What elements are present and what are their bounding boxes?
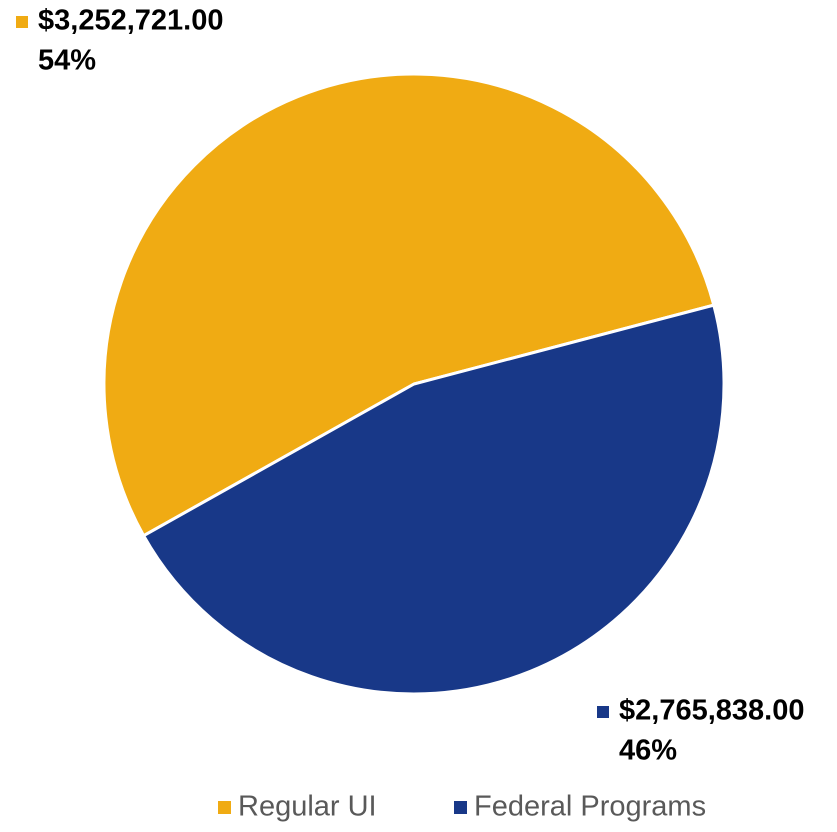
- pie-slice: [102, 72, 716, 538]
- pie-slice: [141, 303, 726, 696]
- legend-swatch: [218, 801, 231, 814]
- data-label: $2,765,838.00: [619, 695, 804, 727]
- legend-swatch: [454, 801, 467, 814]
- percent-label: 54%: [38, 45, 96, 77]
- label-marker: [16, 16, 28, 28]
- data-label: $3,252,721.00: [38, 5, 223, 37]
- percent-label: 46%: [619, 735, 677, 767]
- legend-label: Federal Programs: [474, 791, 706, 823]
- label-marker: [597, 706, 609, 718]
- legend-label: Regular UI: [238, 791, 377, 823]
